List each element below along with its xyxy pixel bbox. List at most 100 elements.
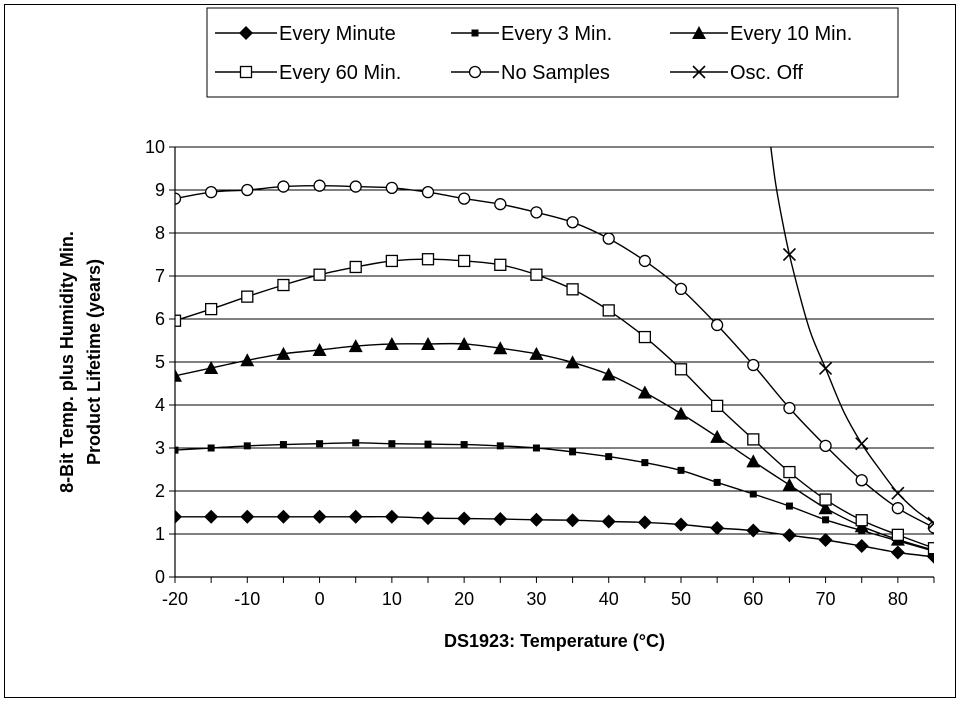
data-point: [637, 515, 652, 530]
x-tick-label: 0: [315, 589, 325, 609]
legend-item-osc-off: Osc. Off: [670, 62, 803, 84]
data-point: [710, 318, 724, 332]
data-point: [529, 346, 544, 360]
data-point: [493, 511, 508, 526]
chart-frame: [4, 4, 956, 698]
data-point: [457, 511, 472, 526]
data-point: [749, 490, 757, 498]
data-point: [638, 330, 652, 344]
data-point: [496, 442, 504, 450]
data-point: [822, 516, 830, 524]
data-point: [674, 363, 688, 376]
data-point: [421, 336, 435, 350]
series-line: [175, 342, 934, 551]
data-point: [240, 353, 255, 367]
data-point: [891, 528, 905, 542]
data-point: [175, 446, 179, 454]
y-tick-label: 4: [155, 395, 165, 415]
y-tick-label: 9: [155, 180, 165, 200]
data-point: [316, 440, 324, 448]
data-point: [891, 486, 905, 500]
legend-marker: [692, 65, 706, 79]
y-tick-label: 8: [155, 223, 165, 243]
data-point: [637, 385, 652, 399]
data-point: [566, 216, 579, 229]
data-point: [746, 454, 761, 468]
data-point: [204, 185, 218, 199]
data-point: [494, 198, 507, 211]
y-tick-label: 0: [155, 567, 165, 587]
legend-label: Every 10 Min.: [730, 23, 852, 45]
legend-marker: [239, 65, 253, 79]
data-point: [241, 290, 254, 303]
data-point: [566, 283, 579, 296]
data-point: [710, 399, 724, 413]
data-point: [352, 439, 360, 447]
series-osc-off: [770, 147, 934, 530]
legend-label: Every 60 Min.: [279, 62, 401, 84]
y-tick-label: 2: [155, 481, 165, 501]
x-tick-label: 70: [816, 589, 836, 609]
series-every-60-min: [175, 253, 934, 555]
series-line: [175, 442, 934, 552]
legend-marker: [692, 26, 706, 39]
data-point: [175, 368, 182, 382]
data-point: [277, 278, 290, 292]
data-point: [388, 440, 396, 448]
data-point: [529, 512, 544, 527]
data-point: [532, 444, 540, 452]
legend-label: Every 3 Min.: [501, 23, 612, 45]
data-point: [421, 511, 435, 526]
data-point: [204, 509, 219, 524]
data-point: [460, 441, 468, 449]
data-point: [565, 513, 580, 528]
data-point: [243, 442, 251, 450]
data-point: [312, 509, 327, 524]
legend-item-every-3-min: Every 3 Min.: [451, 23, 612, 45]
legend-marker: [471, 29, 479, 37]
data-point: [890, 545, 905, 560]
y-tick-label: 10: [145, 137, 165, 157]
series-every-minute: [175, 509, 934, 564]
data-point: [493, 341, 508, 355]
x-stroke: [927, 516, 934, 525]
x-stroke: [692, 65, 706, 79]
data-point: [782, 528, 797, 543]
series-line: [175, 184, 934, 529]
data-point: [204, 361, 219, 375]
x-stroke: [782, 247, 796, 262]
data-point: [782, 477, 797, 491]
x-tick-label: 20: [454, 589, 474, 609]
x-tick-label: 50: [671, 589, 691, 609]
y-tick-label: 5: [155, 352, 165, 372]
data-point: [348, 509, 363, 524]
data-point: [641, 459, 649, 467]
data-point: [818, 501, 833, 515]
data-point: [747, 358, 760, 372]
data-point: [530, 206, 543, 219]
data-point: [348, 339, 363, 353]
data-point: [277, 180, 290, 193]
data-point: [457, 192, 471, 205]
legend-label: No Samples: [501, 62, 610, 84]
data-point: [384, 509, 399, 524]
data-point: [854, 539, 869, 554]
data-point: [530, 268, 543, 281]
x-stroke: [891, 486, 905, 500]
data-point: [569, 448, 577, 456]
data-point: [421, 253, 435, 266]
series-layer: [175, 147, 934, 564]
data-point: [349, 260, 362, 274]
data-point: [349, 180, 362, 193]
y-axis-title-line-2: Product Lifetime (years): [84, 259, 104, 465]
legend: Every Minute Every 3 Min. Every 10 Min. Eve…: [206, 7, 899, 98]
data-point: [710, 429, 725, 443]
grid: [175, 146, 934, 577]
data-point: [785, 502, 793, 510]
data-point: [927, 542, 934, 555]
data-point: [819, 361, 833, 376]
legend-marker: [468, 65, 482, 79]
data-point: [710, 520, 725, 535]
y-tick-label: 6: [155, 309, 165, 329]
data-point: [240, 509, 255, 524]
